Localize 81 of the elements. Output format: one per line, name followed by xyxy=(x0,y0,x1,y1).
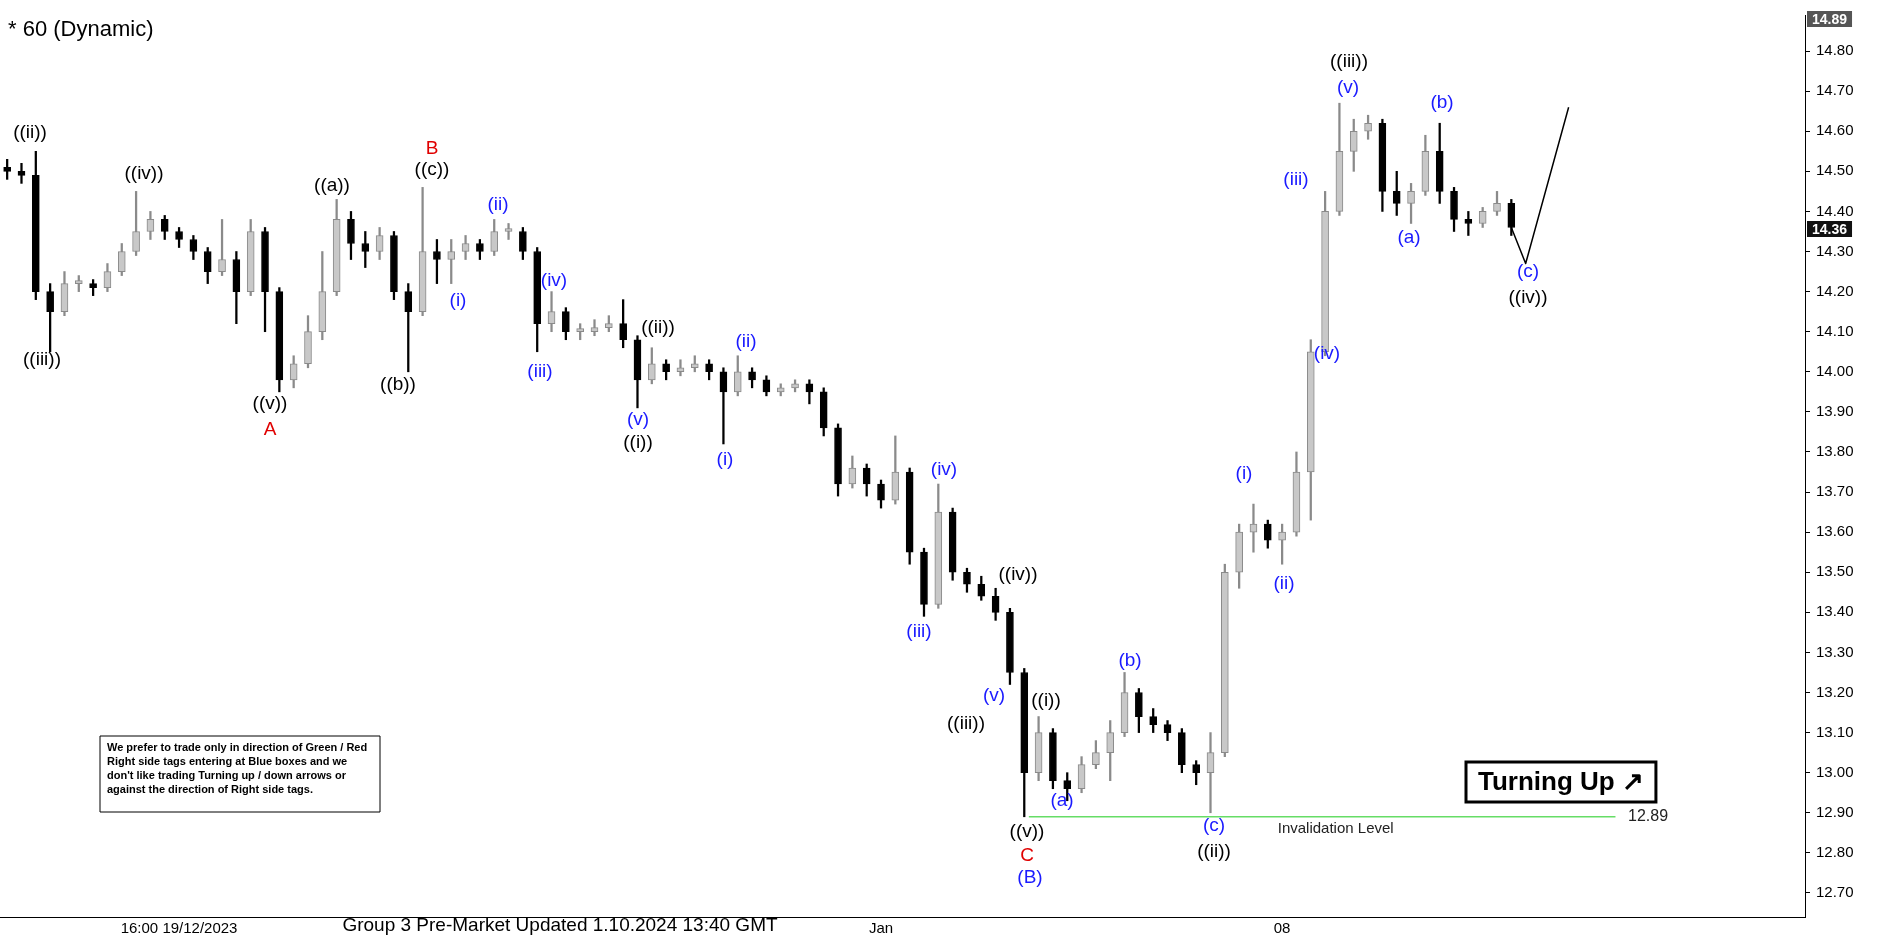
annotation: ((b)) xyxy=(380,373,416,395)
y-tick-label: 13.70 xyxy=(1816,482,1854,500)
annotation: (ii) xyxy=(1273,572,1295,594)
annotation: (B) xyxy=(1017,866,1043,888)
annotation: (v) xyxy=(1336,76,1360,98)
x-tick-label: 16:00 19/12/2023 xyxy=(120,919,238,937)
annotation: We prefer to trade only in direction of Green / Red Right side tags entering at Blue boxes and we don't like trading Turning up / down arrows or against the direction of Right side tags. xyxy=(107,740,368,795)
candlestick xyxy=(504,223,513,240)
annotation: (b) xyxy=(1118,649,1142,671)
x-tick-label: Jan xyxy=(868,919,894,937)
annotation: ((v)) xyxy=(252,392,288,414)
y-tick-label: 13.30 xyxy=(1816,642,1854,660)
candlestick xyxy=(676,359,685,377)
y-tick-label: 13.90 xyxy=(1816,402,1854,420)
candlestick xyxy=(547,291,556,333)
candlestick xyxy=(1206,732,1215,814)
annotation: (iv) xyxy=(540,269,568,291)
y-tick-label: 13.40 xyxy=(1816,602,1854,620)
annotation: (iii) xyxy=(906,620,932,642)
y-tick-label: 13.60 xyxy=(1816,522,1854,540)
y-tick-label: 12.90 xyxy=(1816,802,1854,820)
annotation: (ii) xyxy=(487,193,509,215)
y-tick-label: 14.40 xyxy=(1816,201,1854,219)
y-tick-label: 14.50 xyxy=(1816,161,1854,179)
y-tick-label: 13.50 xyxy=(1816,562,1854,580)
candlestick xyxy=(719,367,728,445)
annotation: ((a)) xyxy=(314,174,350,196)
annotation: ((v)) xyxy=(1009,820,1045,842)
candlestick xyxy=(590,319,599,337)
y-tick-label: 13.00 xyxy=(1816,762,1854,780)
y-tick-label: 14.20 xyxy=(1816,281,1854,299)
annotation: B xyxy=(425,137,439,159)
annotation: ((iii)) xyxy=(1330,50,1368,72)
y-tick-label: 14.10 xyxy=(1816,321,1854,339)
annotation: (i) xyxy=(716,448,734,470)
y-tick-label: 13.10 xyxy=(1816,722,1854,740)
annotation: ((i)) xyxy=(623,431,653,453)
annotation: (v) xyxy=(626,408,650,430)
y-tick-label: 14.30 xyxy=(1816,241,1854,259)
annotation: Turning Up ↗ xyxy=(1478,766,1644,797)
y-tick-label: 14.00 xyxy=(1816,361,1854,379)
annotation: ((ii)) xyxy=(641,316,675,338)
annotation: (i) xyxy=(1235,462,1253,484)
text: 14.36 xyxy=(1812,220,1848,237)
annotation: (c) xyxy=(1516,260,1540,282)
annotation: ((iv)) xyxy=(1508,286,1548,308)
annotation: (b) xyxy=(1430,91,1454,113)
candlestick xyxy=(17,163,26,184)
annotation: ((iii)) xyxy=(23,348,61,370)
annotation: (c) xyxy=(1202,814,1226,836)
y-tick-label: 14.60 xyxy=(1816,121,1854,139)
y-tick-label: 14.80 xyxy=(1816,41,1854,59)
annotation: (v) xyxy=(982,684,1006,706)
annotation: (i) xyxy=(449,289,467,311)
annotation: C xyxy=(1020,844,1034,866)
text: Group 3 Pre-Market Updated 1.10.2024 13:40 GMT xyxy=(342,914,778,936)
annotation: 12.89 xyxy=(1628,807,1669,825)
annotation: ((iv)) xyxy=(998,563,1038,585)
y-tick-label: 12.80 xyxy=(1816,843,1854,860)
annotation: (iii) xyxy=(527,360,553,382)
annotation: A xyxy=(263,418,277,440)
annotation: (iii) xyxy=(1283,168,1309,190)
y-tick-label: 12.70 xyxy=(1816,883,1854,901)
annotation: ((ii)) xyxy=(1197,840,1231,862)
annotation: (ii) xyxy=(735,330,757,352)
annotation: (iv) xyxy=(1313,342,1341,364)
chart-title: * 60 (Dynamic) xyxy=(8,16,154,42)
annotation: ((iii)) xyxy=(947,712,985,734)
annotation: ((ii)) xyxy=(13,121,47,143)
x-tick-label: 08 xyxy=(1273,919,1291,937)
text: 14.89 xyxy=(1812,10,1848,27)
annotation: ((iv)) xyxy=(124,162,164,184)
ref-line-label: Invalidation Level xyxy=(1277,819,1394,837)
annotation: ((i)) xyxy=(1031,689,1061,711)
y-tick-label: 14.70 xyxy=(1816,81,1854,99)
annotation: (a) xyxy=(1050,789,1074,811)
y-tick-label: 13.20 xyxy=(1816,682,1854,700)
annotation: (a) xyxy=(1397,226,1421,248)
annotation: ((c)) xyxy=(414,158,450,180)
y-tick-label: 13.80 xyxy=(1816,442,1854,460)
annotation: (iv) xyxy=(930,458,958,480)
